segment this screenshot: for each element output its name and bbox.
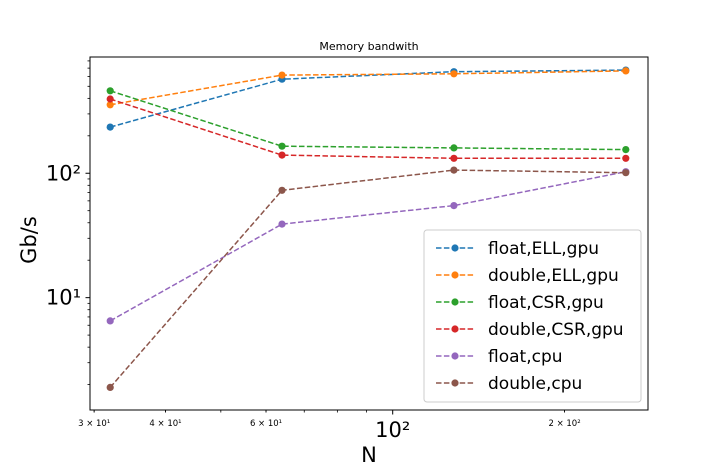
legend-label-4: float,cpu — [488, 347, 563, 367]
data-point-4-1 — [278, 220, 286, 228]
data-point-5-3 — [622, 169, 630, 177]
data-point-5-0 — [106, 383, 114, 391]
series-line-2 — [109, 90, 626, 151]
legend-label-2: float,CSR,gpu — [488, 293, 604, 313]
data-point-3-1 — [278, 151, 286, 159]
axis-ticks: 10¹ 10² 3 × 10¹ 4 × 10¹ 6 × 10¹ 10² 2 × 10² — [46, 60, 581, 442]
data-point-0-0 — [106, 123, 114, 131]
series-line-4 — [109, 170, 626, 322]
legend-marker-0 — [451, 244, 459, 252]
data-point-1-3 — [622, 67, 630, 75]
data-point-2-0 — [106, 87, 114, 95]
data-point-4-2 — [450, 202, 458, 210]
chart-title: Memory bandwith — [319, 40, 418, 53]
legend-marker-1 — [451, 271, 459, 279]
legend-marker-3 — [451, 325, 459, 333]
x-tick-label-0: 3 × 10¹ — [78, 419, 110, 429]
data-point-1-0 — [106, 101, 114, 109]
x-tick-label-2: 6 × 10¹ — [250, 419, 282, 429]
data-point-2-3 — [622, 146, 630, 154]
legend-box — [423, 229, 642, 403]
x-axis-label: N — [361, 443, 377, 467]
data-point-2-1 — [278, 142, 286, 150]
legend-label-3: double,CSR,gpu — [488, 320, 624, 340]
x-tick-label-3: 10² — [375, 418, 410, 442]
data-point-1-1 — [278, 71, 286, 79]
series-line-1 — [110, 70, 626, 106]
legend-label-5: double,cpu — [488, 374, 582, 394]
y-tick-label-0: 10¹ — [46, 286, 81, 310]
x-tick-label-4: 2 × 10² — [548, 419, 580, 429]
legend-marker-4 — [451, 352, 459, 360]
data-point-3-0 — [106, 95, 114, 103]
y-tick-label-1: 10² — [46, 161, 81, 185]
legend: float,ELL,gpu double,ELL,gpu float,CSR,gpu… — [423, 229, 642, 403]
legend-marker-5 — [451, 379, 459, 387]
data-point-3-3 — [622, 154, 630, 162]
y-axis-label: Gb/s — [17, 216, 41, 264]
data-point-5-1 — [278, 186, 286, 194]
legend-label-1: double,ELL,gpu — [488, 266, 619, 286]
plot-frame — [89, 56, 649, 411]
series-line-0 — [109, 69, 626, 128]
legend-marker-2 — [451, 298, 459, 306]
data-point-5-2 — [450, 166, 458, 174]
x-tick-label-1: 4 × 10¹ — [149, 419, 181, 429]
data-point-4-0 — [106, 317, 114, 325]
legend-label-0: float,ELL,gpu — [488, 239, 599, 259]
data-point-1-2 — [450, 70, 458, 78]
data-point-3-2 — [450, 154, 458, 162]
series-line-5 — [109, 169, 626, 388]
series-line-3 — [109, 98, 626, 160]
data-point-2-2 — [450, 144, 458, 152]
